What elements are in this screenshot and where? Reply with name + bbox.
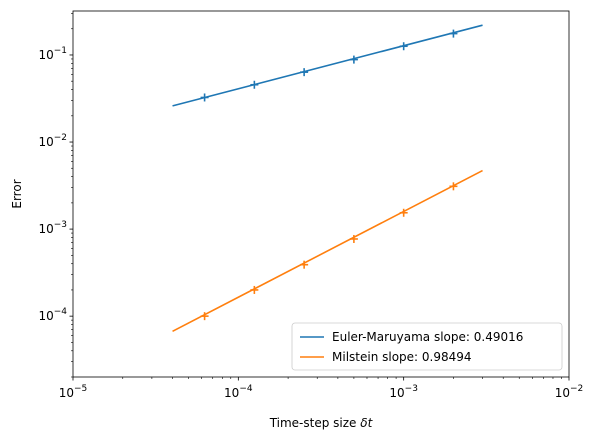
- data-point-marker: [399, 208, 408, 217]
- legend-entry: Milstein slope: 0.98494: [332, 350, 472, 364]
- legend-entry: Euler-Maruyama slope: 0.49016: [332, 330, 523, 344]
- data-point-marker: [300, 68, 309, 77]
- x-tick-label: 10−2: [555, 384, 584, 400]
- data-point-marker: [349, 234, 358, 243]
- x-tick-label: 10−3: [389, 384, 418, 400]
- data-point-marker: [349, 55, 358, 64]
- y-tick-label: 10−4: [38, 307, 67, 323]
- data-point-marker: [449, 29, 458, 38]
- y-tick-label: 10−1: [38, 46, 67, 62]
- data-point-marker: [200, 93, 209, 102]
- y-axis-label: Error: [10, 179, 24, 208]
- legend-box: [291, 322, 563, 371]
- plot-frame: [72, 10, 570, 378]
- data-point-marker: [300, 260, 309, 269]
- x-axis-label: Time-step size δt: [269, 416, 374, 430]
- data-point-marker: [449, 182, 458, 191]
- data-point-marker: [250, 285, 259, 294]
- data-point-marker: [200, 312, 209, 321]
- x-tick-label: 10−5: [59, 384, 88, 400]
- y-tick-label: 10−2: [38, 133, 67, 149]
- series-line-1: [172, 24, 483, 107]
- x-tick-label: 10−4: [224, 384, 253, 400]
- series-line-2: [172, 169, 483, 333]
- legend: Euler-Maruyama slope: 0.49016 Milstein sl…: [291, 322, 563, 371]
- y-tick-label: 10−3: [38, 220, 67, 236]
- data-point-marker: [250, 80, 259, 89]
- data-point-marker: [399, 42, 408, 51]
